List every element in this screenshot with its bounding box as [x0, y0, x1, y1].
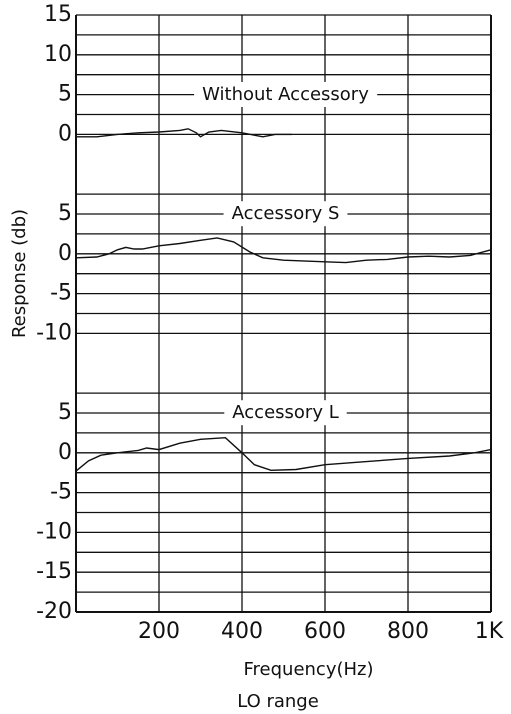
- response-curve: [75, 237, 492, 264]
- labels: 15 10 5 0 Without Accessory Response (db) 5 0 -5…: [9, 2, 504, 712]
- y-tick-label: -10: [36, 519, 72, 544]
- label-background: [223, 201, 348, 227]
- response-curve: [76, 128, 292, 138]
- y-tick-label: 0: [58, 241, 72, 266]
- grid: [75, 14, 492, 613]
- y-tick-label: -10: [36, 320, 72, 345]
- x-tick-label: 800: [387, 619, 429, 644]
- x-tick-label: 200: [138, 619, 180, 644]
- y-axis-title: Response (db): [9, 209, 30, 338]
- y-tick-label: 5: [58, 82, 72, 107]
- y-tick-label: -15: [36, 559, 72, 584]
- x-tick-label: 600: [304, 619, 346, 644]
- x-tick-label: 1K: [475, 619, 504, 644]
- y-tick-label: 5: [58, 201, 72, 226]
- subtitle: LO range: [237, 691, 319, 712]
- y-tick-label: -5: [50, 480, 72, 505]
- label-background: [194, 82, 378, 107]
- panel-label: Without Accessory: [202, 84, 369, 105]
- x-axis-title: Frequency(Hz): [243, 659, 373, 680]
- panel-label: Accessory L: [232, 402, 338, 423]
- y-tick-label: 0: [58, 440, 72, 465]
- y-tick-label: 5: [58, 400, 72, 425]
- y-tick-label: -5: [50, 281, 72, 306]
- panel-label: Accessory S: [232, 203, 340, 224]
- y-tick-label: 0: [58, 121, 72, 146]
- curves: [75, 128, 492, 472]
- y-tick-label: 10: [44, 42, 72, 67]
- response-curve: [75, 436, 492, 472]
- x-tick-label: 400: [221, 619, 263, 644]
- y-tick-label: 15: [44, 2, 72, 27]
- y-tick-label: -20: [36, 599, 72, 624]
- label-background: [224, 400, 347, 426]
